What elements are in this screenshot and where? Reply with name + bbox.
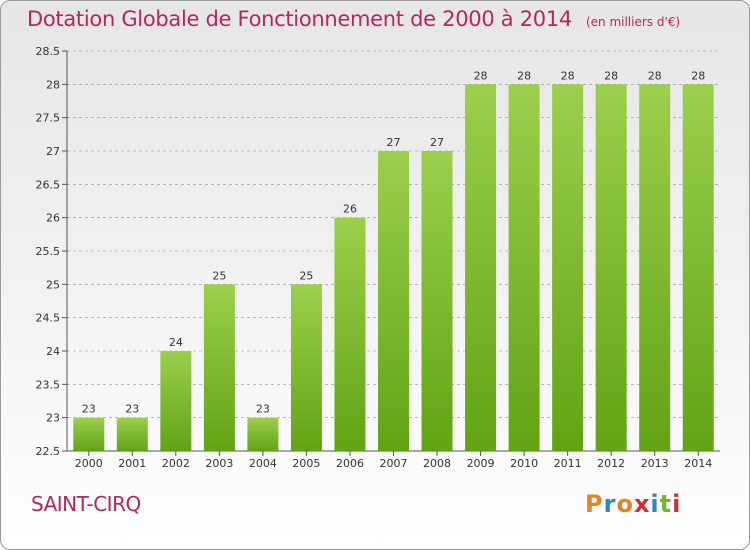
value-label: 26 [343, 203, 357, 216]
value-label: 24 [169, 336, 183, 349]
bars [73, 84, 714, 451]
bar [247, 417, 279, 451]
y-tick-label: 26 [46, 212, 60, 225]
bar [378, 151, 409, 451]
logo-letter: i [650, 490, 660, 518]
unit-text: (en milliers d'€) [585, 15, 681, 29]
y-tick-label: 24 [46, 345, 60, 358]
bar [682, 84, 714, 451]
value-label: 25 [299, 269, 313, 282]
x-tick-label: 2013 [641, 457, 669, 470]
y-tick-label: 23.5 [36, 378, 61, 391]
bar [334, 217, 366, 451]
bar [421, 151, 453, 451]
x-tick-label: 2003 [205, 457, 233, 470]
y-tick-label: 25 [46, 278, 60, 291]
x-tick-label: 2012 [597, 457, 625, 470]
x-tick-label: 2009 [467, 457, 495, 470]
logo-letter: r [603, 490, 617, 518]
logo-letter: t [659, 490, 673, 518]
x-tick-label: 2006 [336, 457, 364, 470]
x-tick-label: 2005 [292, 457, 320, 470]
x-tick-label: 2010 [510, 457, 538, 470]
logo-letter: P [585, 490, 604, 518]
proxiti-logo[interactable]: Proxiti [585, 490, 681, 518]
value-label: 27 [430, 136, 444, 149]
y-tick-label: 28.5 [36, 45, 61, 58]
value-label: 28 [474, 69, 488, 82]
logo-letter: o [616, 490, 634, 518]
bar [465, 84, 497, 451]
value-label: 27 [387, 136, 401, 149]
bar [160, 351, 192, 451]
bar [73, 417, 105, 451]
chart-title: Dotation Globale de Fonctionnement de 20… [27, 7, 680, 31]
x-tick-label: 2000 [75, 457, 103, 470]
value-label: 28 [691, 69, 705, 82]
y-tick-label: 25.5 [36, 245, 61, 258]
value-label: 23 [256, 403, 270, 416]
logo-letter: i [672, 490, 682, 518]
y-tick-label: 24.5 [36, 312, 61, 325]
value-label: 23 [125, 403, 139, 416]
y-tick-label: 22.5 [36, 445, 61, 458]
logo-letter: x [633, 490, 651, 518]
bar [203, 284, 235, 451]
x-tick-label: 2008 [423, 457, 451, 470]
location-name: SAINT-CIRQ [31, 492, 141, 516]
y-tick-label: 28 [46, 78, 60, 91]
x-tick-label: 2002 [162, 457, 190, 470]
value-label: 28 [561, 69, 575, 82]
value-label: 23 [82, 403, 96, 416]
y-tick-label: 27.5 [36, 112, 61, 125]
bar [552, 84, 584, 451]
value-label: 25 [212, 269, 226, 282]
value-label: 28 [648, 69, 662, 82]
bar [290, 284, 322, 451]
title-text: Dotation Globale de Fonctionnement de 20… [27, 7, 572, 31]
x-tick-label: 2014 [684, 457, 712, 470]
x-tick-label: 2011 [554, 457, 582, 470]
y-tick-label: 27 [46, 145, 60, 158]
x-tick-label: 2007 [380, 457, 408, 470]
y-tick-label: 26.5 [36, 178, 61, 191]
bar [639, 84, 671, 451]
bar [116, 417, 148, 451]
labels: 22.5 23 23.5 24 24.5 25 25.5 26 26.5 27 27.5 28 28.5… [36, 45, 713, 470]
value-label: 28 [517, 69, 531, 82]
bar [508, 84, 540, 451]
bar [595, 84, 627, 451]
x-tick-label: 2004 [249, 457, 277, 470]
y-tick-label: 23 [46, 412, 60, 425]
value-label: 28 [604, 69, 618, 82]
x-tick-label: 2001 [118, 457, 146, 470]
